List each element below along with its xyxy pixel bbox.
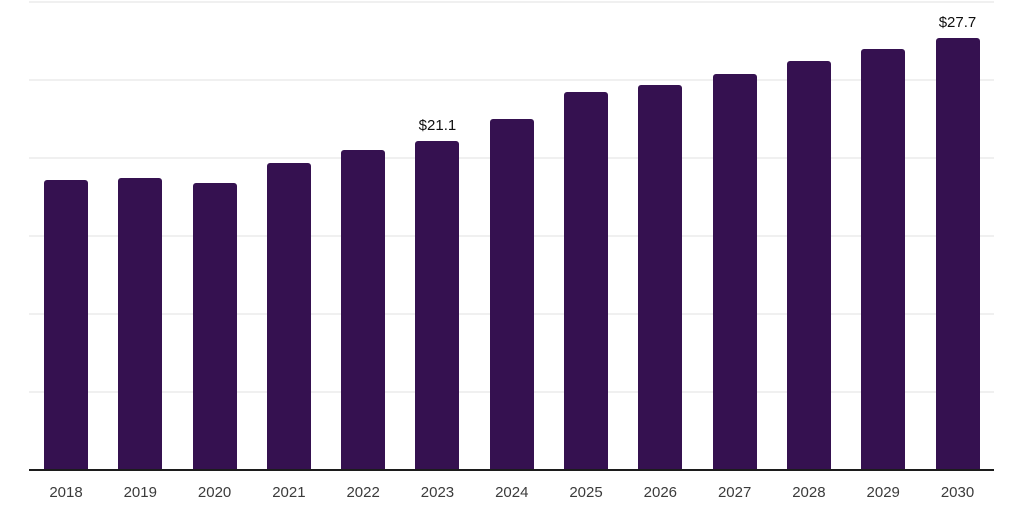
x-tick-2026: 2026 [643,484,678,501]
bar-2020[interactable] [192,182,237,470]
bar-2021[interactable] [266,162,311,470]
bar-2026[interactable] [638,84,683,470]
bar-2022[interactable] [341,150,386,470]
bar-2027[interactable] [712,73,757,470]
x-tick-2020: 2020 [197,484,232,501]
gridline-y25 [29,79,994,81]
x-tick-2022: 2022 [346,484,380,501]
x-tick-2019: 2019 [123,484,157,501]
x-tick-2028: 2028 [792,484,826,501]
bar-2029[interactable] [861,48,906,470]
x-tick-2030: 2030 [940,484,975,501]
x-tick-2018: 2018 [49,484,83,501]
x-tick-2025: 2025 [569,484,603,501]
x-tick-2029: 2029 [866,484,900,501]
bar-2023[interactable] [415,140,460,470]
x-tick-2024: 2024 [495,484,529,501]
gridline-y30 [29,1,994,3]
bar-2024[interactable] [489,119,534,470]
bar-2019[interactable] [118,178,163,470]
bar-2018[interactable] [44,179,88,470]
x-tick-2021: 2021 [272,484,306,501]
value-label-2030: $27.7 [938,13,977,31]
bar-2030[interactable] [935,37,980,470]
bar-2025[interactable] [564,92,609,470]
x-axis-line [29,469,994,471]
x-tick-2023: 2023 [420,484,455,501]
x-tick-2027: 2027 [717,484,752,501]
bar-2028[interactable] [786,61,831,470]
value-label-2023: $21.1 [418,116,457,134]
